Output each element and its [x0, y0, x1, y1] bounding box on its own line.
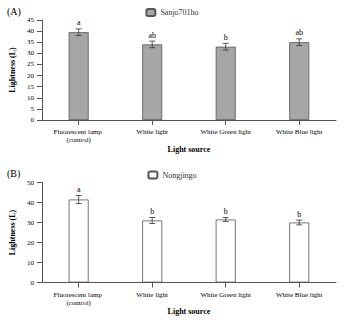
svg-text:Light source: Light source [168, 307, 211, 316]
svg-text:50: 50 [27, 179, 35, 187]
svg-text:25: 25 [27, 60, 35, 68]
svg-text:10: 10 [27, 94, 35, 102]
svg-text:a: a [77, 185, 81, 194]
svg-text:ab: ab [148, 31, 156, 40]
svg-text:b: b [224, 33, 228, 42]
svg-text:15: 15 [27, 83, 35, 91]
svg-text:b: b [224, 207, 228, 216]
svg-text:(B): (B) [7, 168, 20, 180]
svg-text:White light: White light [136, 291, 168, 299]
svg-text:White Blue light: White Blue light [276, 128, 323, 136]
svg-text:40: 40 [27, 27, 35, 35]
svg-text:White Blue light: White Blue light [276, 291, 323, 299]
svg-text:Fluorescent lamp: Fluorescent lamp [54, 291, 104, 299]
svg-text:Nongjingo: Nongjingo [162, 171, 196, 180]
svg-text:0: 0 [30, 279, 34, 287]
svg-text:20: 20 [27, 72, 35, 80]
svg-text:Light source: Light source [168, 145, 211, 154]
svg-text:ab: ab [295, 28, 303, 37]
svg-text:White Green light: White Green light [200, 128, 251, 136]
svg-text:5: 5 [30, 105, 34, 113]
svg-text:Lightness (L): Lightness (L) [8, 209, 17, 255]
svg-text:30: 30 [27, 49, 35, 57]
svg-text:(control): (control) [66, 136, 91, 144]
svg-text:Lightness (L): Lightness (L) [8, 47, 17, 93]
svg-text:20: 20 [27, 239, 35, 247]
svg-text:45: 45 [27, 16, 35, 24]
svg-text:10: 10 [27, 259, 35, 267]
svg-text:b: b [297, 210, 301, 219]
svg-text:Sanjo701ho: Sanjo701ho [160, 8, 198, 17]
svg-text:Fluorescent lamp: Fluorescent lamp [54, 128, 104, 136]
svg-text:30: 30 [27, 219, 35, 227]
svg-text:(control): (control) [66, 299, 91, 307]
svg-text:35: 35 [27, 38, 35, 46]
svg-text:White Green light: White Green light [200, 291, 251, 299]
svg-text:0: 0 [30, 116, 34, 124]
svg-text:b: b [150, 207, 154, 216]
svg-text:(A): (A) [7, 6, 21, 18]
svg-text:40: 40 [27, 199, 35, 207]
svg-text:White light: White light [136, 128, 168, 136]
svg-text:a: a [77, 18, 81, 27]
